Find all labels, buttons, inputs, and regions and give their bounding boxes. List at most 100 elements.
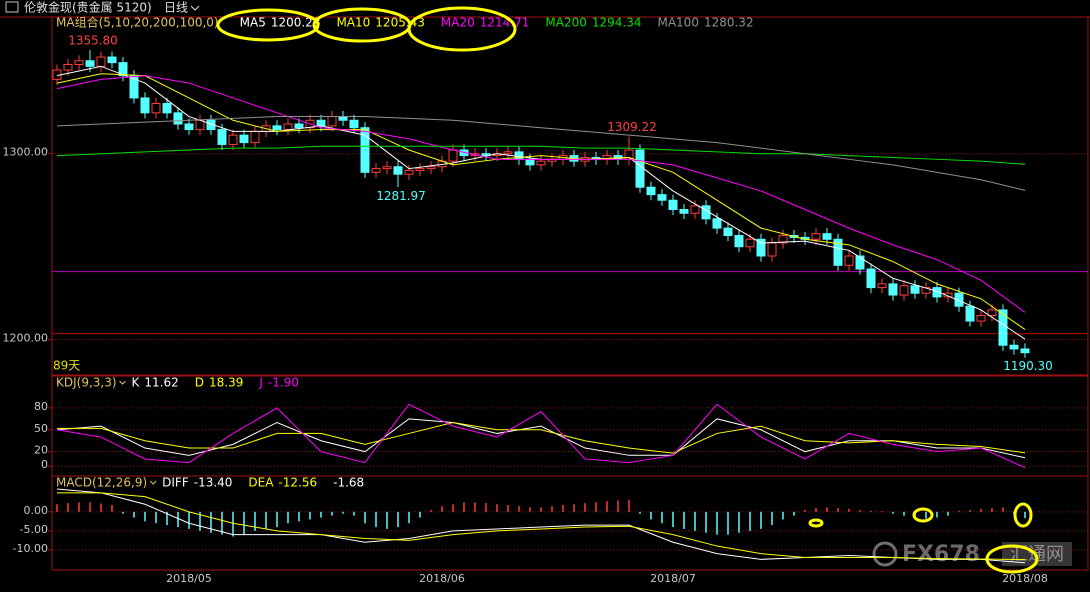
legend-value: -1.68	[333, 476, 364, 490]
highlight-ellipse	[985, 544, 1039, 574]
legend-value: -13.40	[194, 476, 233, 490]
legend-value: 1205.43	[375, 16, 425, 30]
candle-body	[976, 315, 986, 322]
candle-body	[272, 125, 282, 131]
y-tick-label: 50	[34, 422, 48, 435]
highlight-ellipse	[1013, 502, 1033, 528]
legend-name: J	[258, 376, 263, 390]
candle-body	[723, 227, 733, 237]
legend-value: 18.39	[209, 376, 243, 390]
watermark: FX678 汇通网	[872, 541, 1072, 567]
candle-body	[173, 112, 183, 125]
y-tick-label: 1300.00	[3, 146, 49, 159]
candle-body	[932, 287, 942, 298]
candle-body	[382, 166, 392, 170]
candle-body	[778, 235, 788, 244]
candle-body	[151, 103, 161, 114]
candle-body	[503, 151, 513, 155]
legend-name: DIFF	[162, 476, 189, 490]
period-label: 89天	[53, 359, 80, 373]
candle-body	[811, 233, 821, 240]
candle-body	[327, 116, 337, 127]
price-annotation: 1355.80	[68, 33, 118, 47]
indicator-line	[56, 488, 1026, 564]
x-tick-label: 2018/05	[166, 572, 212, 585]
candle-body	[767, 242, 777, 257]
candle-body	[360, 127, 370, 173]
candle-body	[239, 134, 249, 144]
y-tick-label: 1200.00	[3, 332, 49, 345]
y-tick-label: 20	[34, 444, 48, 457]
legend-value: -12.56	[278, 476, 317, 490]
candle-body	[162, 103, 172, 114]
candle-body	[844, 255, 854, 266]
candle-body	[217, 129, 227, 145]
candle-body	[899, 285, 909, 296]
candle-body	[1020, 348, 1030, 354]
panel-border	[51, 475, 1089, 571]
legend-name: DEA	[248, 476, 274, 490]
candle-body	[657, 194, 667, 201]
candle-body	[987, 309, 997, 316]
price-annotation: 1190.30	[1003, 359, 1053, 373]
candle-body	[910, 285, 920, 294]
price-annotation: 1281.97	[376, 189, 426, 203]
candle-body	[888, 283, 898, 296]
indicator-line	[57, 421, 1026, 454]
candle-body	[371, 168, 381, 173]
candle-body	[107, 56, 117, 64]
legend-menu-arrow[interactable]	[149, 480, 157, 485]
period-selector[interactable]: 日线	[164, 1, 188, 15]
instrument-name[interactable]: 伦敦金现(贵金属 5120)	[24, 0, 152, 15]
candle-body	[536, 160, 546, 166]
legend-name: MA20	[441, 16, 475, 30]
legend-menu-arrow[interactable]	[119, 380, 126, 385]
candle-body	[998, 309, 1008, 346]
x-tick-label: 2018/06	[419, 572, 465, 585]
candle-body	[349, 119, 359, 129]
plot-area: 1300.00 1200.00 1355.80 1281.97 1309.22 1190.…	[3, 15, 1088, 585]
candle-body	[118, 62, 128, 77]
highlight-ellipse	[216, 8, 320, 42]
candle-body	[140, 97, 150, 114]
x-tick-label: 2018/08	[1002, 572, 1048, 585]
legend-title: KDJ(9,3,3)	[56, 376, 117, 390]
candle-body	[426, 166, 436, 170]
indicator-line	[56, 145, 1026, 165]
candle-body	[316, 119, 326, 127]
dropdown-arrow[interactable]	[190, 5, 200, 11]
y-tick-label: 0	[41, 458, 48, 471]
y-tick-label: 80	[34, 400, 48, 413]
panel-border	[51, 16, 1089, 376]
price-annotation: 1309.22	[607, 120, 657, 134]
watermark-brand: FX678	[902, 542, 980, 567]
candle-body	[74, 60, 84, 65]
highlight-ellipse	[912, 507, 934, 523]
candle-body	[822, 233, 832, 240]
legend-value: 1280.32	[704, 16, 754, 30]
highlight-ellipse	[808, 518, 824, 528]
candle-body	[646, 186, 656, 196]
indicator-line	[56, 403, 1026, 469]
menu-icon[interactable]	[5, 1, 19, 13]
candle-body	[833, 238, 843, 266]
candle-body	[745, 238, 755, 248]
candle-body	[734, 235, 744, 248]
legend-name: K	[132, 376, 141, 390]
legend-value: 1214.71	[480, 16, 530, 30]
candle-body	[943, 292, 953, 298]
indicator-line	[57, 492, 1026, 561]
legend-title: MA组合(5,10,20,200,100,0)	[56, 15, 219, 30]
candle-body	[448, 149, 458, 162]
candle-body	[525, 158, 535, 166]
legend-value: 1294.34	[592, 16, 642, 30]
candle-body	[250, 130, 260, 144]
legend-name: MA200	[545, 16, 586, 30]
indicator-line	[56, 73, 1026, 330]
legend-name: MA5	[240, 16, 266, 30]
y-tick-label: -5.00	[20, 523, 48, 536]
hand-drawn-marks	[216, 6, 1039, 574]
candle-body	[184, 123, 194, 131]
